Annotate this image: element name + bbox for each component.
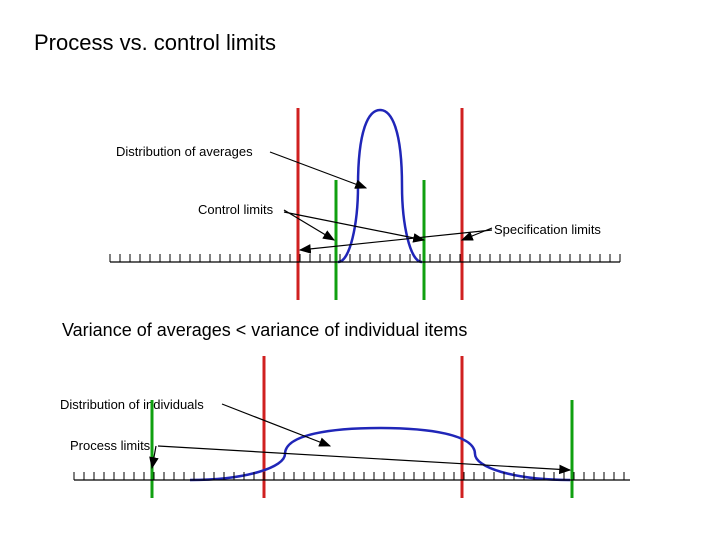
diagram-canvas: [0, 0, 720, 540]
